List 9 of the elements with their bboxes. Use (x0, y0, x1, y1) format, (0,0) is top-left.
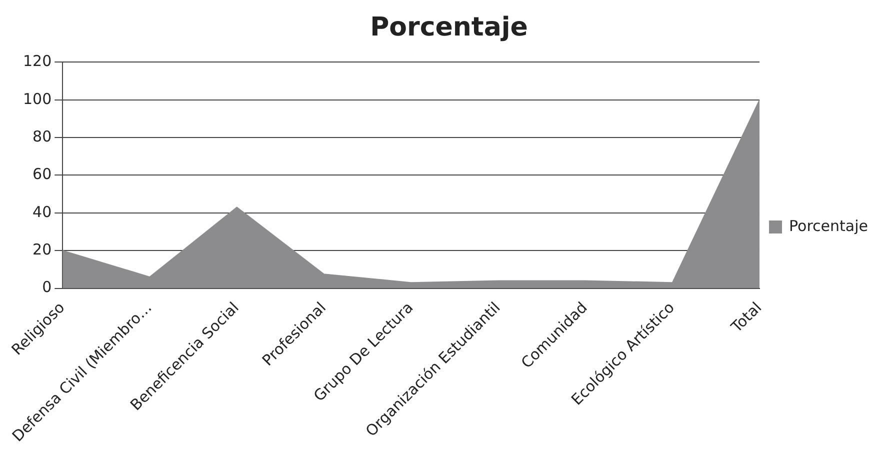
y-tick-label: 100 (22, 90, 52, 108)
chart-title: Porcentaje (370, 12, 528, 42)
y-tick-label: 40 (32, 202, 52, 221)
y-tick-label: 0 (42, 278, 52, 296)
y-tick-label: 80 (32, 127, 52, 146)
y-tick-label: 20 (32, 240, 52, 258)
legend-label: Porcentaje (789, 216, 868, 235)
y-tick-label: 60 (32, 165, 52, 184)
y-tick-label: 120 (22, 52, 52, 70)
